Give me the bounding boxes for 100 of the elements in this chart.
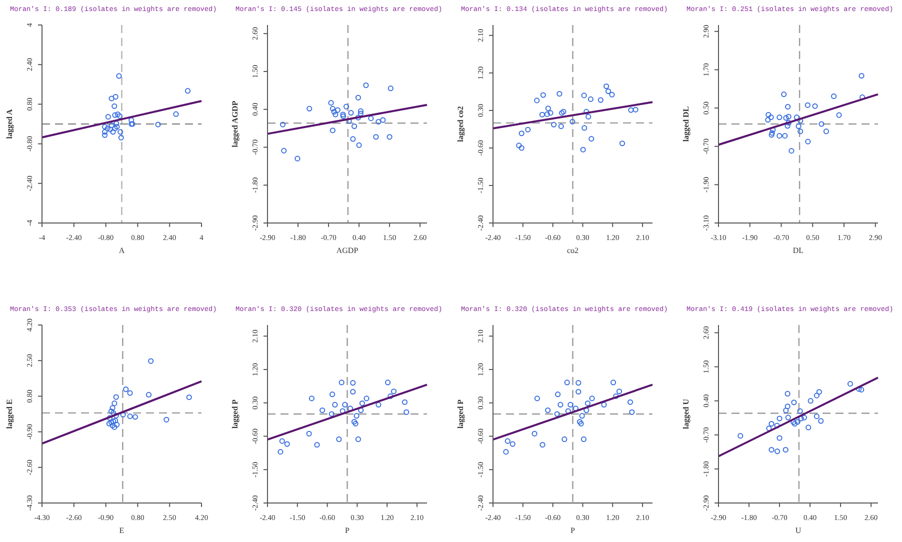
point xyxy=(281,148,287,154)
point xyxy=(786,114,792,120)
point xyxy=(776,133,782,139)
point xyxy=(847,381,854,387)
point xyxy=(629,409,635,415)
point xyxy=(516,142,522,148)
x-axis-title: A xyxy=(118,246,125,255)
point xyxy=(784,404,790,410)
point xyxy=(350,388,356,395)
point xyxy=(102,124,108,130)
point xyxy=(545,407,551,414)
x-axis-title: P xyxy=(570,526,576,535)
point xyxy=(330,128,336,134)
point xyxy=(616,388,622,394)
point xyxy=(581,92,587,98)
point xyxy=(279,438,285,444)
point xyxy=(788,148,794,154)
point xyxy=(784,390,790,397)
point xyxy=(579,413,585,419)
point xyxy=(105,114,111,120)
point xyxy=(355,94,362,100)
point xyxy=(106,420,112,426)
point xyxy=(306,430,312,436)
point xyxy=(503,449,509,455)
point xyxy=(328,100,334,106)
point xyxy=(628,107,634,113)
x-axis-title: co2 xyxy=(566,246,579,255)
point xyxy=(314,442,320,448)
point xyxy=(108,122,114,128)
point xyxy=(776,114,782,120)
point xyxy=(343,104,350,110)
point xyxy=(112,418,118,424)
point xyxy=(110,422,116,428)
point xyxy=(518,145,524,151)
point xyxy=(798,128,804,134)
point xyxy=(768,132,774,138)
point xyxy=(518,130,524,136)
point xyxy=(186,394,192,400)
point xyxy=(766,112,772,118)
point xyxy=(858,72,864,79)
point xyxy=(584,400,591,406)
point xyxy=(404,409,410,415)
point xyxy=(562,436,568,442)
point xyxy=(619,140,626,146)
point xyxy=(116,73,122,79)
point xyxy=(798,118,804,124)
point xyxy=(572,406,579,412)
point xyxy=(113,412,119,418)
point xyxy=(352,420,358,426)
point xyxy=(806,424,812,430)
point xyxy=(539,112,545,118)
y-axis-title: lagged DL xyxy=(682,106,690,142)
point xyxy=(118,134,124,140)
point xyxy=(858,386,864,392)
point xyxy=(548,110,554,116)
point xyxy=(776,435,782,441)
y-axis-title: lagged E xyxy=(5,399,14,429)
point xyxy=(816,389,822,395)
point xyxy=(294,156,300,162)
point xyxy=(794,419,800,425)
point xyxy=(351,418,358,425)
point xyxy=(320,407,326,414)
point xyxy=(368,116,374,122)
point xyxy=(601,402,607,408)
point xyxy=(558,110,565,116)
point xyxy=(836,112,842,118)
point xyxy=(112,126,118,132)
point xyxy=(110,405,116,411)
point xyxy=(104,126,110,132)
point xyxy=(576,380,582,386)
point xyxy=(132,414,138,420)
point xyxy=(114,124,120,130)
point xyxy=(338,380,344,386)
point xyxy=(384,380,391,386)
point xyxy=(609,92,615,98)
point xyxy=(386,134,392,140)
point xyxy=(346,118,352,124)
point xyxy=(540,442,546,448)
point xyxy=(332,402,338,408)
point xyxy=(278,449,284,455)
x-axis-title: AGDP xyxy=(336,246,359,255)
point xyxy=(112,400,118,406)
point xyxy=(112,94,118,100)
point xyxy=(589,396,595,402)
point xyxy=(782,446,788,453)
point xyxy=(355,436,362,442)
point xyxy=(284,441,290,447)
y-axis-title: lagged co2 xyxy=(456,106,465,142)
point xyxy=(340,408,346,414)
point xyxy=(114,422,120,428)
point xyxy=(784,104,791,110)
point xyxy=(148,358,154,364)
point xyxy=(765,117,771,123)
point xyxy=(564,380,570,386)
point xyxy=(578,420,584,426)
y-axis-title: lagged AGDP xyxy=(230,100,240,148)
point xyxy=(534,98,540,104)
x-axis-title: P xyxy=(345,526,350,535)
point xyxy=(112,424,118,430)
point xyxy=(610,380,616,386)
